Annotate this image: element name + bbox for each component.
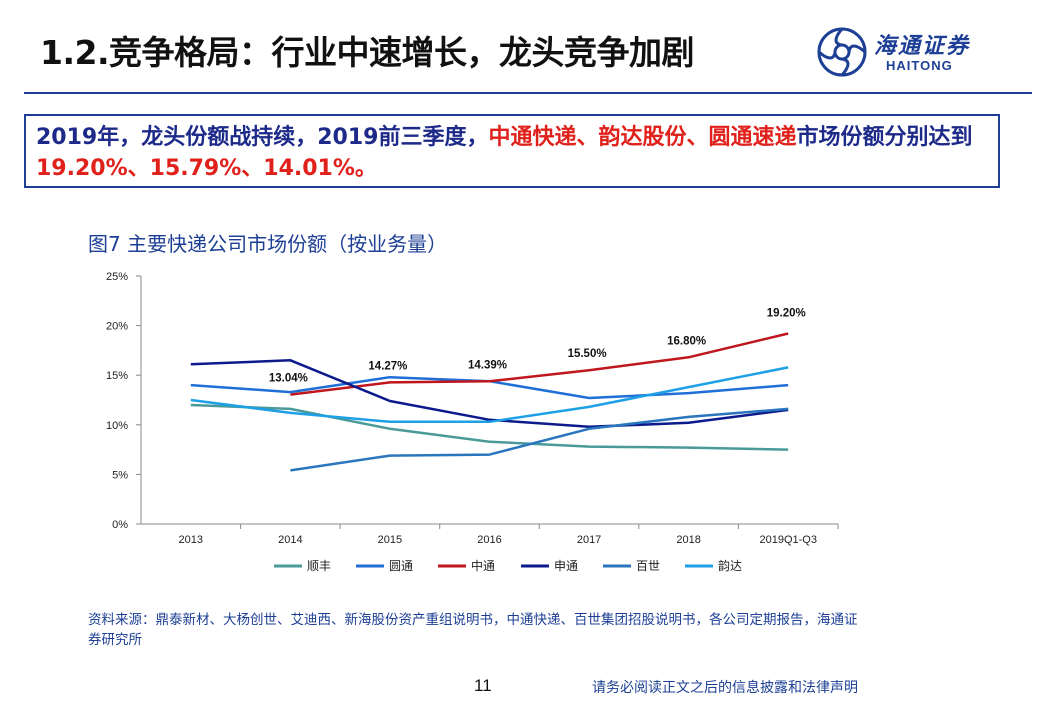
- market-share-line-chart: 0% 5% 10% 15% 20% 25% 2013 2014 2015 2016 2017 2018…: [106, 271, 839, 573]
- logo-text-en: HAITONG: [886, 58, 953, 73]
- summary-highlight-companies: 中通快递、韵达股份、圆通速递: [488, 125, 797, 150]
- page-title: 1.2.竞争格局：行业中速增长，龙头竞争加剧: [40, 33, 695, 72]
- legend-label: 顺丰: [307, 559, 331, 573]
- x-tick-label: 2019Q1-Q3: [759, 534, 816, 546]
- data-label: 19.20%: [767, 308, 806, 320]
- data-label: 15.50%: [568, 348, 607, 360]
- data-label: 13.04%: [269, 373, 308, 385]
- x-tick-label: 2015: [378, 534, 402, 546]
- x-tick-label: 2017: [577, 534, 601, 546]
- y-tick-label: 20%: [106, 321, 128, 333]
- data-label: 14.27%: [368, 360, 407, 372]
- legend-label: 申通: [554, 559, 578, 573]
- legend-label: 百世: [636, 559, 660, 573]
- x-tick-label: 2013: [179, 534, 203, 546]
- series-line-0: [190, 403, 789, 451]
- figure-title: 图7 主要快递公司市场份额（按业务量）: [88, 232, 448, 256]
- series-line-4: [290, 407, 789, 472]
- summary-text-1: 2019年，龙头份额战持续，2019前三季度，: [36, 125, 489, 150]
- legend-label: 中通: [471, 558, 495, 573]
- x-tick-label: 2016: [477, 534, 501, 546]
- title-divider: [24, 92, 1032, 94]
- x-tick-label: 2018: [676, 534, 700, 546]
- summary-text-2: 市场份额分别达到: [796, 125, 973, 150]
- series-line-2: [290, 332, 789, 396]
- series-line-5: [190, 366, 789, 424]
- y-tick-label: 5%: [112, 469, 128, 481]
- data-label: 14.39%: [468, 359, 507, 371]
- y-tick-label: 0%: [112, 519, 128, 531]
- page-number: 11: [474, 676, 492, 695]
- x-tick-label: 2014: [278, 534, 302, 546]
- legend-label: 韵达: [718, 558, 742, 573]
- haitong-emblem-icon: [817, 27, 867, 77]
- haitong-logo: 海通证券 HAITONG: [816, 26, 1006, 78]
- source-note: 资料来源：鼎泰新材、大杨创世、艾迪西、新海股份资产重组说明书，中通快递、百世集团…: [88, 612, 858, 648]
- summary-box: 2019年，龙头份额战持续，2019前三季度，中通快递、韵达股份、圆通速递市场份…: [24, 114, 1000, 188]
- data-label: 16.80%: [667, 335, 706, 347]
- series-line-3: [190, 359, 789, 429]
- legend-label: 圆通: [389, 559, 413, 573]
- summary-text-3: 。: [354, 156, 377, 181]
- summary-highlight-shares: 19.20%、15.79%、14.01%: [36, 156, 355, 181]
- disclaimer: 请务必阅读正文之后的信息披露和法律声明: [592, 680, 858, 696]
- y-tick-label: 25%: [106, 271, 128, 283]
- y-tick-label: 15%: [106, 370, 128, 382]
- y-tick-label: 10%: [106, 420, 128, 432]
- logo-text-cn: 海通证券: [874, 33, 971, 59]
